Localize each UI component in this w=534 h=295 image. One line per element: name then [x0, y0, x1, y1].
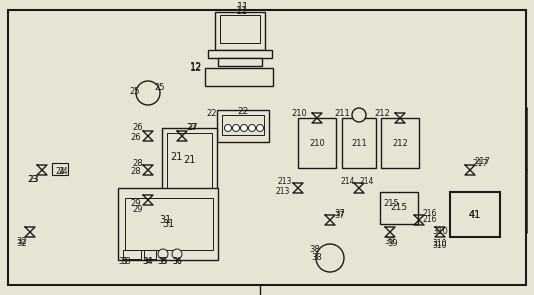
- Bar: [222, 115, 264, 135]
- Bar: [144, 250, 156, 259]
- Bar: [215, 12, 265, 50]
- Bar: [125, 198, 213, 250]
- Circle shape: [316, 244, 344, 272]
- Text: 213: 213: [276, 188, 290, 196]
- Text: 22: 22: [207, 109, 217, 117]
- Circle shape: [136, 81, 160, 105]
- Bar: [123, 250, 141, 259]
- Text: 37: 37: [335, 209, 345, 217]
- Text: 31: 31: [162, 219, 174, 229]
- Text: 26: 26: [131, 134, 142, 142]
- Text: 36: 36: [172, 256, 182, 266]
- Text: 25: 25: [130, 86, 140, 96]
- Text: 29: 29: [131, 199, 142, 207]
- Text: 210: 210: [309, 138, 325, 148]
- Text: 41: 41: [469, 210, 481, 220]
- Bar: [220, 15, 260, 43]
- Text: 37: 37: [335, 211, 345, 219]
- Bar: [205, 68, 273, 86]
- Text: 214: 214: [341, 178, 355, 186]
- Text: 39: 39: [384, 237, 395, 247]
- Text: 212: 212: [374, 109, 390, 117]
- Text: 33: 33: [121, 256, 131, 266]
- Bar: [217, 110, 269, 142]
- Bar: [381, 118, 419, 168]
- Text: 35: 35: [158, 256, 168, 266]
- Text: 25: 25: [155, 83, 165, 91]
- Text: 310: 310: [433, 240, 447, 250]
- Text: 41: 41: [469, 210, 481, 220]
- Text: 24: 24: [58, 168, 68, 176]
- Text: 11: 11: [236, 6, 248, 16]
- Bar: [342, 118, 376, 168]
- Bar: [162, 128, 217, 193]
- Text: 24: 24: [55, 168, 65, 176]
- Text: 29: 29: [133, 206, 143, 214]
- Circle shape: [158, 249, 168, 259]
- Circle shape: [240, 124, 247, 132]
- Text: 27: 27: [187, 124, 198, 132]
- Text: 23: 23: [28, 175, 38, 183]
- Bar: [118, 188, 218, 260]
- Text: 211: 211: [334, 109, 350, 117]
- Text: 217: 217: [472, 158, 488, 168]
- Text: 31: 31: [159, 215, 171, 225]
- Text: 28: 28: [132, 158, 143, 168]
- Text: 22: 22: [238, 107, 249, 117]
- Text: 12: 12: [190, 63, 202, 73]
- Bar: [52, 163, 68, 175]
- Text: 211: 211: [351, 138, 367, 148]
- Text: 12: 12: [190, 62, 202, 72]
- Bar: [167, 133, 212, 188]
- Text: 36: 36: [172, 258, 182, 266]
- Text: 215: 215: [390, 204, 407, 212]
- Circle shape: [352, 108, 366, 122]
- Text: 21: 21: [183, 155, 195, 165]
- Circle shape: [248, 124, 255, 132]
- Text: 32: 32: [17, 238, 27, 248]
- Bar: [208, 50, 272, 58]
- Circle shape: [256, 124, 263, 132]
- Text: 21: 21: [170, 152, 182, 162]
- Text: 210: 210: [291, 109, 307, 117]
- Text: 38: 38: [312, 253, 323, 261]
- Text: 34: 34: [142, 258, 152, 266]
- Bar: [380, 192, 418, 224]
- Circle shape: [232, 124, 240, 132]
- Text: 215: 215: [383, 199, 399, 209]
- Text: 34: 34: [143, 256, 153, 266]
- Bar: [450, 192, 500, 237]
- Text: 32: 32: [17, 237, 27, 247]
- Text: 214: 214: [360, 178, 374, 186]
- Bar: [218, 58, 262, 66]
- Circle shape: [224, 124, 232, 132]
- Text: 216: 216: [423, 216, 437, 224]
- Text: 39: 39: [388, 238, 398, 248]
- Text: 26: 26: [132, 124, 143, 132]
- Text: 213: 213: [278, 178, 292, 186]
- Text: 35: 35: [157, 258, 167, 266]
- Text: 216: 216: [423, 209, 437, 219]
- Text: 33: 33: [118, 258, 128, 266]
- Text: 28: 28: [131, 168, 142, 176]
- Text: 11: 11: [237, 2, 249, 12]
- Text: 23: 23: [29, 176, 40, 184]
- Text: 27: 27: [187, 124, 197, 132]
- Text: 38: 38: [310, 245, 320, 253]
- Text: 212: 212: [392, 138, 408, 148]
- Text: 217: 217: [474, 158, 490, 166]
- Circle shape: [172, 249, 182, 259]
- Text: 310: 310: [433, 240, 447, 248]
- Text: 310: 310: [432, 227, 448, 237]
- Bar: [298, 118, 336, 168]
